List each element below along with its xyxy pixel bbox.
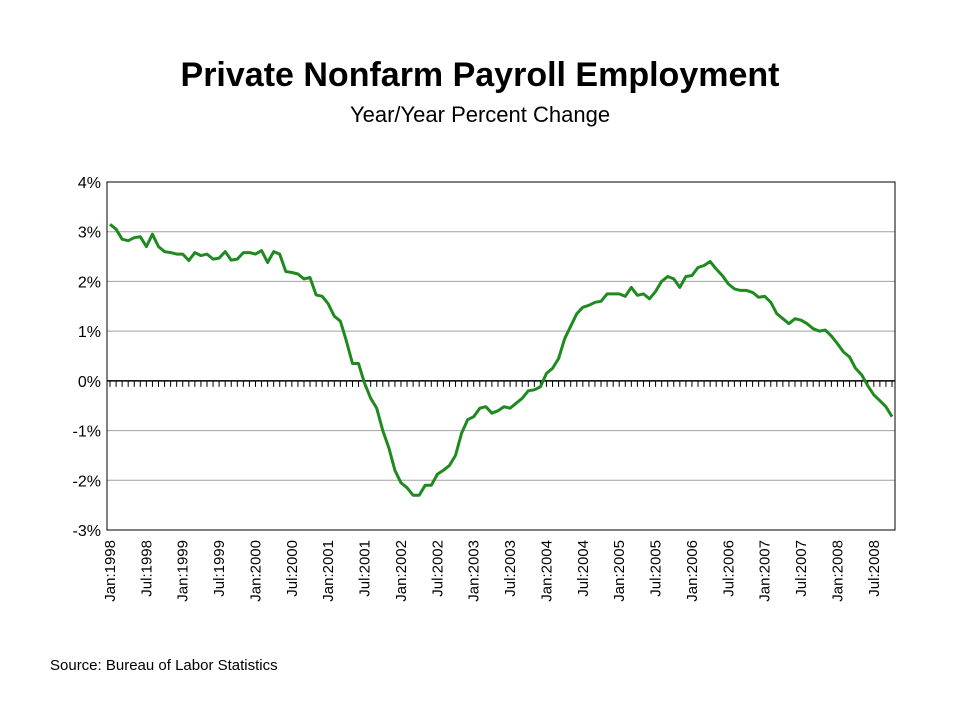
x-tick-label: Jul:2005	[648, 540, 665, 597]
x-tick-label: Jan:1999	[175, 540, 192, 602]
x-tick-label: Jul:2003	[502, 540, 519, 597]
x-tick-label: Jan:2007	[757, 540, 774, 602]
source-note: Source: Bureau of Labor Statistics	[50, 657, 278, 674]
y-tick-label: 4%	[78, 175, 101, 192]
x-tick-label: Jul:1998	[138, 540, 155, 597]
y-tick-label: -1%	[73, 424, 101, 441]
chart-subtitle: Year/Year Percent Change	[350, 102, 610, 127]
y-tick-label: 1%	[78, 324, 101, 341]
x-tick-label: Jan:2008	[829, 540, 846, 602]
y-tick-label: 0%	[78, 374, 101, 391]
x-tick-label: Jan:2003	[466, 540, 483, 602]
y-tick-label: -3%	[73, 523, 101, 540]
x-tick-label: Jul:2002	[429, 540, 446, 597]
x-tick-label: Jul:1999	[211, 540, 228, 597]
x-tick-label: Jan:2006	[684, 540, 701, 602]
y-tick-label: 3%	[78, 225, 101, 242]
data-line	[109, 223, 894, 497]
y-tick-label: 2%	[78, 274, 101, 291]
x-tick-label: Jan:2002	[393, 540, 410, 602]
chart-title: Private Nonfarm Payroll Employment	[181, 56, 780, 94]
x-tick-label: Jul:2004	[575, 540, 592, 597]
x-tick-label: Jul:2007	[793, 540, 810, 597]
x-tick-label: Jan:2004	[538, 540, 555, 602]
x-tick-label: Jul:2008	[866, 540, 883, 597]
x-tick-label: Jan:2001	[320, 540, 337, 602]
x-tick-label: Jan:2000	[247, 540, 264, 602]
x-tick-label: Jul:2006	[720, 540, 737, 597]
x-tick-label: Jan:2005	[611, 540, 628, 602]
x-tick-label: Jul:2001	[357, 540, 374, 597]
x-tick-label: Jul:2000	[284, 540, 301, 597]
x-tick-label: Jan:1998	[102, 540, 119, 602]
y-tick-label: -2%	[73, 473, 101, 490]
plot-border	[106, 181, 896, 531]
